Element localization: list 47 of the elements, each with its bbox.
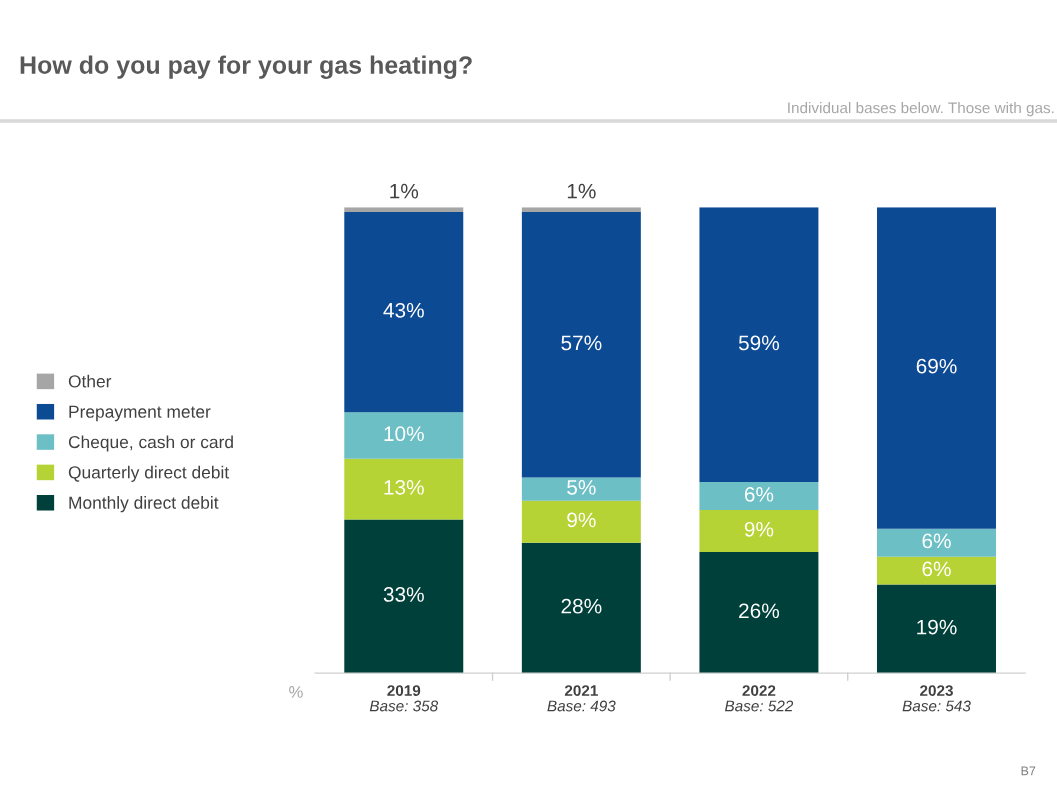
- bar: [344, 211, 464, 413]
- chart-title: How do you pay for your gas heating?: [20, 55, 472, 79]
- bar: [877, 556, 996, 585]
- bar: [521, 211, 641, 478]
- bar: [344, 458, 464, 520]
- data-label: 57%: [561, 335, 602, 351]
- bar: [877, 528, 996, 557]
- data-label: 19%: [917, 619, 957, 635]
- text: %: [289, 686, 303, 698]
- bar: [521, 542, 641, 674]
- legend-label: Cheque, cash or card: [68, 435, 233, 452]
- bar: [521, 477, 641, 501]
- bar: [877, 207, 996, 529]
- data-label: 5%: [567, 480, 596, 495]
- data-label: 26%: [739, 603, 780, 619]
- data-label: 6%: [922, 533, 951, 549]
- legend-label: Prepayment meter: [69, 405, 211, 422]
- data-label: 10%: [384, 426, 424, 442]
- data-label: 1%: [567, 183, 596, 199]
- data-label: 69%: [916, 358, 957, 374]
- data-label: 28%: [561, 598, 602, 614]
- x-tick-label: 2021 Base: 493: [547, 685, 616, 712]
- data-label: 43%: [383, 302, 424, 318]
- x-tick-label: 2022 Base: 522: [725, 685, 794, 712]
- data-label: 13%: [384, 479, 424, 495]
- legend-label: Monthly direct debit: [69, 496, 219, 513]
- bar: [699, 510, 819, 553]
- data-label: 59%: [738, 335, 780, 351]
- text: B7: [1021, 766, 1036, 776]
- bar: [877, 584, 996, 674]
- data-label: 6%: [744, 486, 774, 502]
- chart-subtitle: Individual bases below. Those with gas.: [788, 102, 1054, 117]
- bar: [344, 519, 464, 674]
- x-tick-label: 2019 Base: 358: [369, 685, 439, 712]
- bar: [344, 412, 464, 459]
- data-label: 9%: [567, 512, 596, 528]
- bar: [521, 500, 641, 543]
- data-label: 6%: [922, 561, 951, 577]
- bar: [699, 482, 819, 511]
- legend-label: Other: [68, 374, 112, 388]
- bar: [699, 552, 819, 674]
- data-label: 9%: [744, 521, 774, 537]
- data-label: 1%: [390, 183, 419, 199]
- legend-label: Quarterly direct debit: [68, 465, 230, 482]
- x-tick-label: 2023 Base: 543: [902, 685, 971, 712]
- bar: [699, 207, 819, 483]
- data-label: 33%: [383, 587, 424, 602]
